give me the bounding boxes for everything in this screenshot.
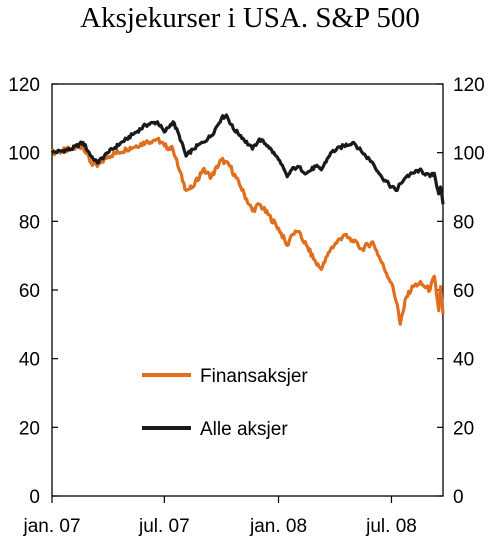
series-line-finansaksjer (50, 136, 445, 326)
x-tick-label: jul. 07 (138, 516, 190, 537)
y-tick-label-left: 120 (8, 75, 40, 96)
y-tick-label-right: 0 (453, 487, 464, 508)
axes: 0 0 20 20 40 40 60 60 80 80 100 100 120 120 jan. 07 jul… (8, 75, 484, 537)
y-tick-label-right: 60 (453, 281, 474, 302)
series-lines (50, 113, 445, 326)
legend: Finansaksjer Alle aksjer (142, 366, 308, 440)
y-tick-label-left: 100 (8, 144, 40, 165)
y-tick-label-right: 120 (453, 75, 485, 96)
y-tick-label-left: 20 (19, 418, 40, 439)
series-line-alle-aksjer (50, 113, 445, 205)
x-tick-label: jan. 07 (22, 516, 80, 537)
y-tick-label-right: 40 (453, 350, 474, 371)
x-tick-label: jan. 08 (249, 516, 307, 537)
chart-title: Aksjekurser i USA. S&P 500 (80, 2, 420, 34)
legend-label: Finansaksjer (200, 366, 308, 387)
y-tick-label-right: 80 (453, 212, 474, 233)
y-tick-label-right: 100 (453, 144, 485, 165)
y-tick-label-left: 0 (29, 487, 40, 508)
y-tick-label-left: 60 (19, 281, 40, 302)
x-tick-label: jul. 08 (365, 516, 417, 537)
y-tick-label-left: 80 (19, 212, 40, 233)
y-tick-label-right: 20 (453, 418, 474, 439)
y-tick-label-left: 40 (19, 350, 40, 371)
legend-label: Alle aksjer (200, 419, 288, 440)
